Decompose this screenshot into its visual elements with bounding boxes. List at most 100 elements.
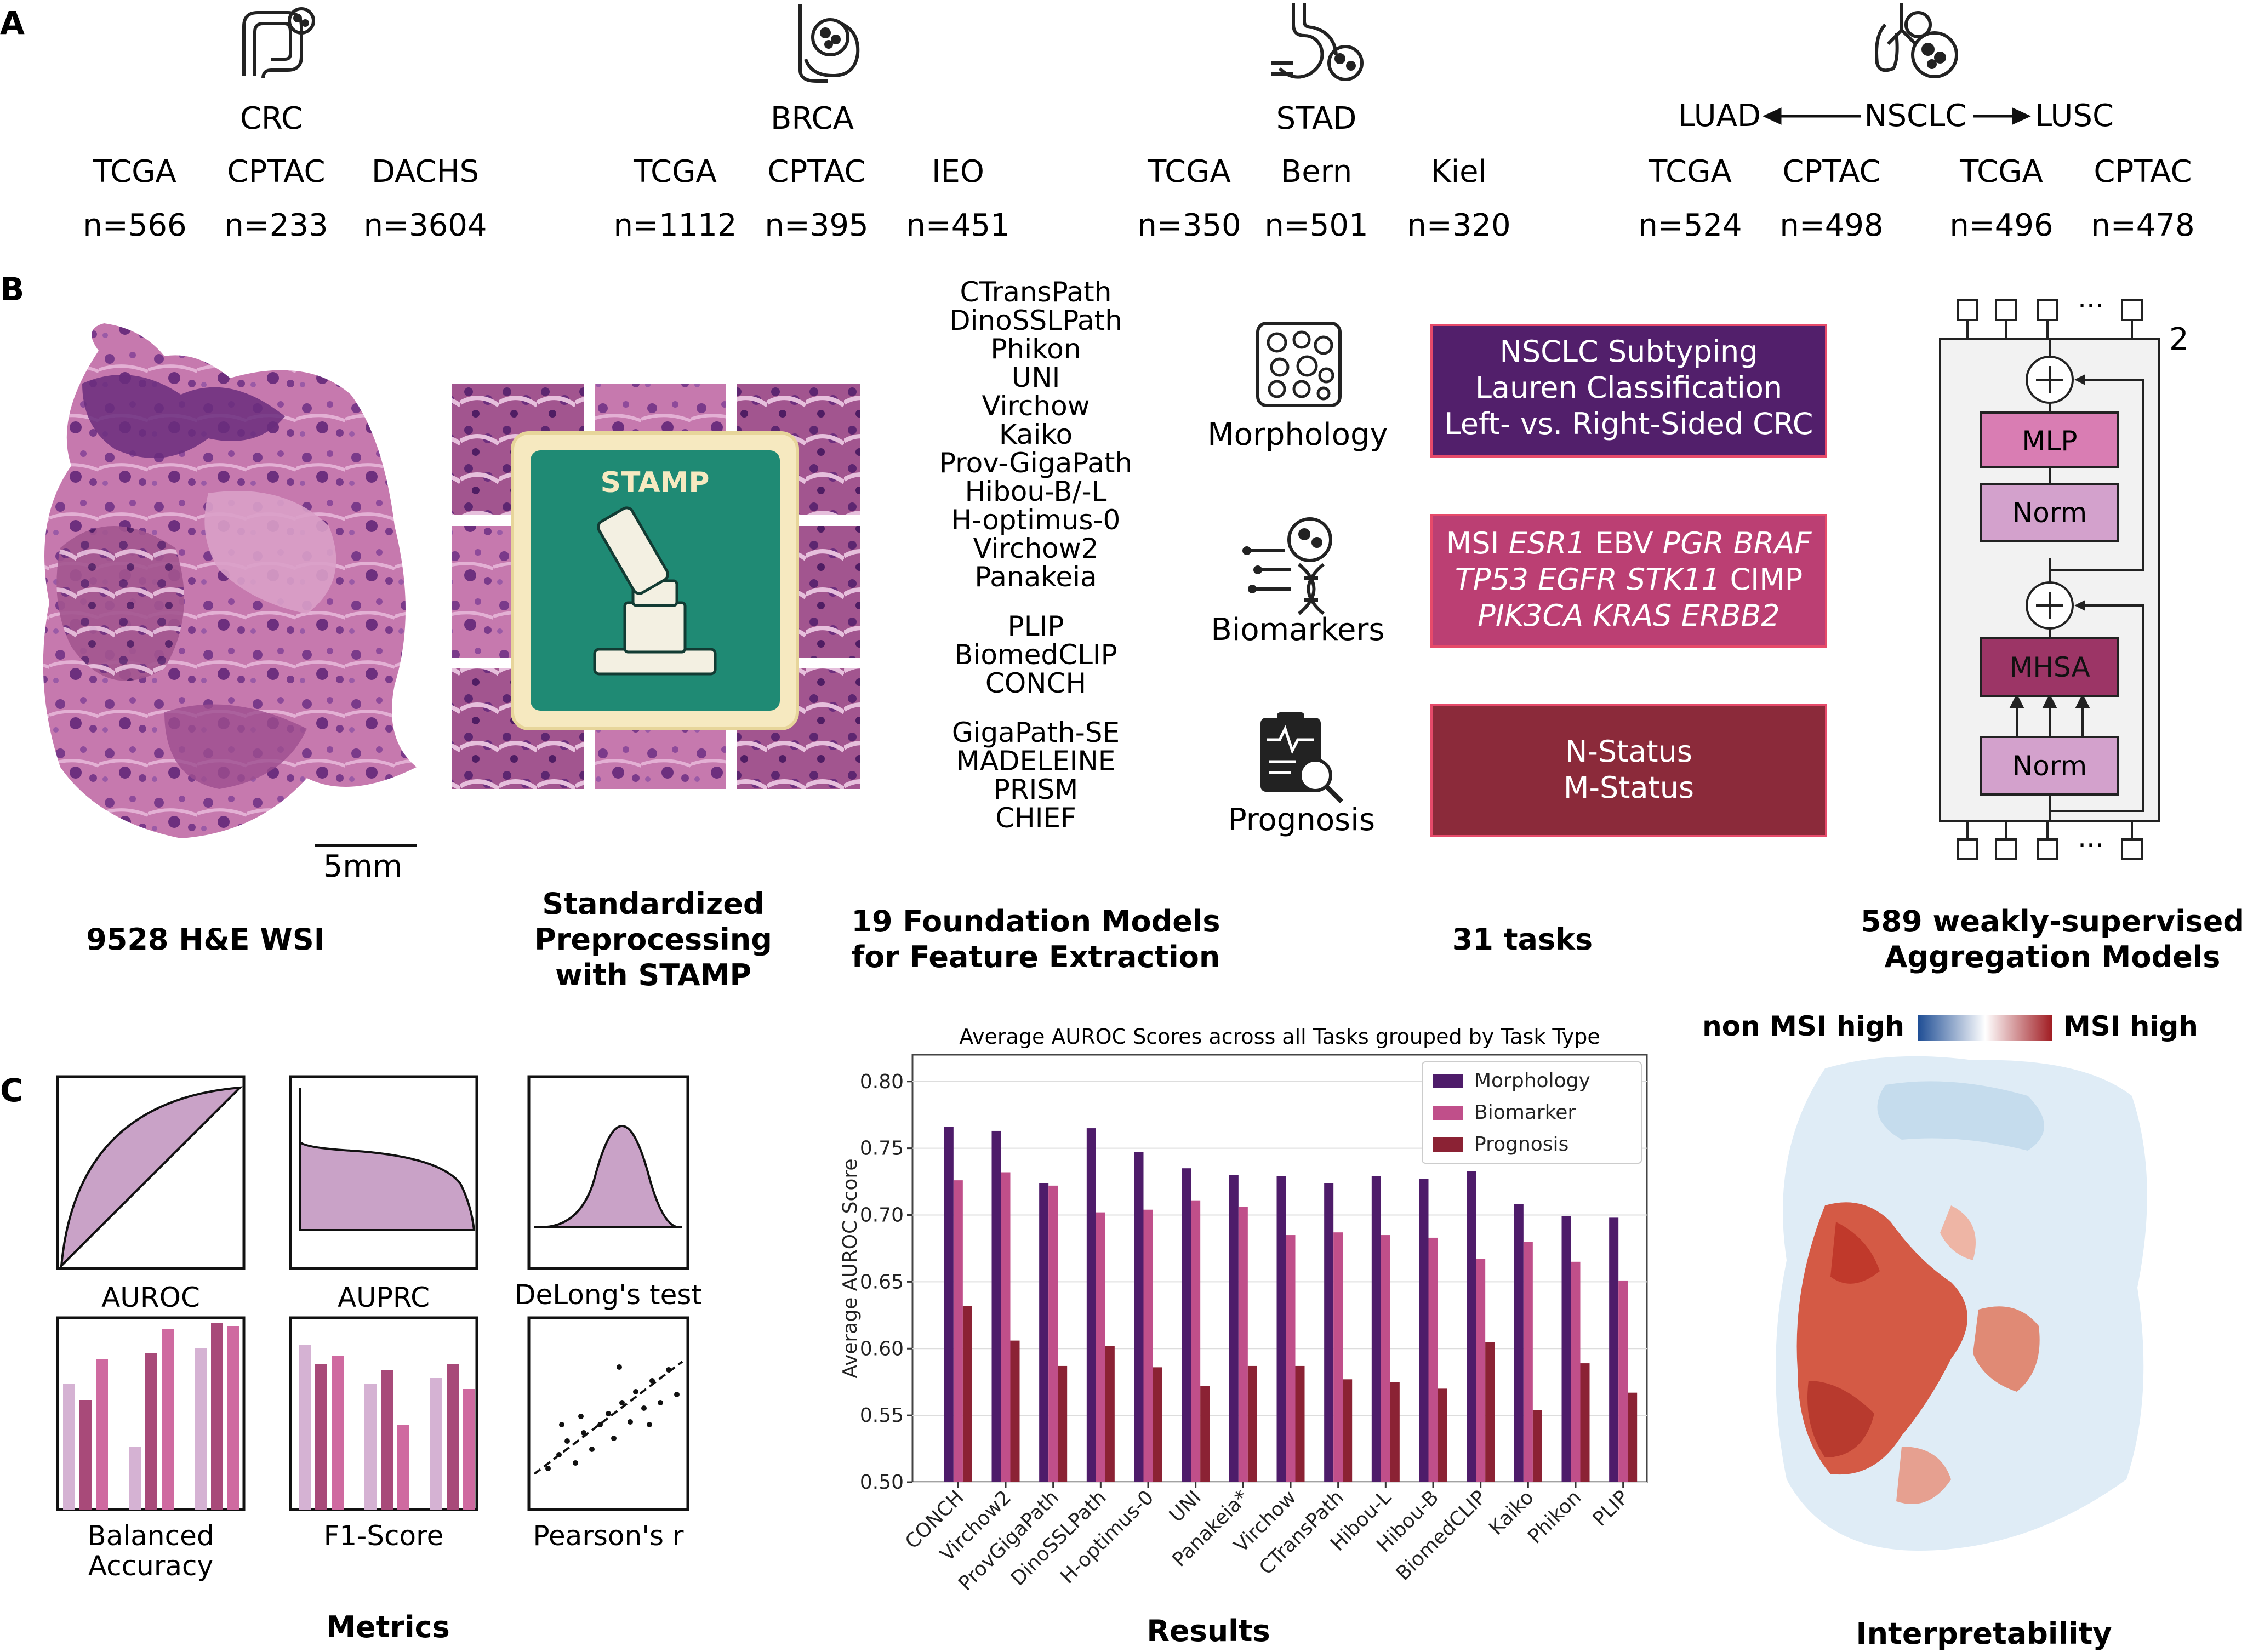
biomarker-name: CIMP [1720,562,1803,597]
site-label: TCGA [633,154,717,190]
bar [1390,1382,1400,1482]
scale-bar-label: 5mm [323,849,403,884]
y-tick-label: 0.50 [860,1471,904,1494]
bar [1419,1179,1429,1482]
bar [1476,1259,1486,1482]
wsi-caption: 9528 H&E WSI [86,922,325,957]
task-type-prognosis: Prognosis [1228,802,1375,838]
foundation-model-name: CHIEF [995,802,1076,834]
legend-label: Morphology [1474,1070,1590,1092]
preproc-caption-line2: Preprocessing [534,922,772,957]
bar [1381,1235,1390,1482]
y-tick-label: 0.55 [860,1404,904,1427]
bar [1286,1235,1296,1482]
bar [1182,1168,1191,1482]
bar [1048,1185,1058,1482]
mlp-label: MLP [2022,425,2077,457]
wsi-image [43,323,417,838]
sample-count: n=478 [2091,208,2194,243]
foundation-model-name: CONCH [985,667,1086,699]
bar [1561,1216,1571,1482]
site-label: TCGA [1648,154,1732,190]
legend-swatch [1433,1137,1463,1152]
nsclc-lusc: LUSC [2035,98,2114,134]
colon-icon [242,7,315,79]
foundation-model-list: CTransPathDinoSSLPathPhikonUNIVirchowKai… [939,276,1132,834]
site-label: CPTAC [2094,154,2192,190]
biomarker-name: TP53 [1455,562,1528,597]
site-label: CPTAC [767,154,865,190]
biomarker-name: PIK3CA [1478,598,1583,633]
legend-label: Prognosis [1474,1133,1568,1156]
site-label: DACHS [372,154,479,190]
colorbar-right-label: MSI high [2063,1010,2198,1042]
morphology-task: Left- vs. Right-Sided CRC [1445,407,1813,441]
y-axis-label: Average AUROC Score [839,1158,862,1378]
bar [1010,1340,1020,1482]
repeat-count: 2 [2169,322,2189,357]
cohort-crc: CRC [240,101,303,136]
metric-f1-thumb [289,1316,478,1511]
auroc-bar-chart: Average AUROC Scores across all Tasks gr… [839,1025,1648,1595]
biomarker-task-line: PIK3CA KRAS ERBB2 [1478,598,1780,633]
foundation-model-name: Virchow2 [973,533,1099,564]
stamp-label: STAMP [601,466,710,499]
bar [1438,1388,1447,1482]
bar [1229,1175,1239,1482]
biomarker-name: EBV [1585,526,1653,561]
metric-label: AUROC [101,1282,200,1313]
biomarker-name: STK11 [1617,562,1721,597]
preproc-caption-line3: with STAMP [555,958,751,992]
sample-count: n=451 [906,208,1009,243]
metric-delong-thumb [527,1075,689,1270]
stamp-logo: STAMP [511,431,799,730]
bar [1609,1217,1619,1482]
foundation-model-name: BiomedCLIP [954,639,1117,671]
bar [944,1127,954,1482]
sample-count: n=233 [224,208,328,243]
bar [1191,1200,1201,1482]
bar [1058,1365,1068,1482]
x-tick-label: PLIP [1589,1486,1633,1530]
bar [1238,1207,1248,1482]
foundation-model-name: Panakeia [974,561,1097,593]
results-caption: Results [1147,1614,1270,1648]
bar [1039,1183,1049,1482]
metric-auroc-thumb [56,1075,246,1270]
biomarker-task-box [1430,514,1827,648]
metric-label-line1: Balanced [87,1520,214,1552]
bar [1295,1365,1305,1482]
clipboard-icon [1260,712,1344,804]
cohort-nsclc: NSCLC [1864,98,1967,134]
prognosis-task: N-Status [1565,734,1692,769]
y-tick-label: 0.65 [860,1271,904,1293]
norm-block [1980,736,2119,796]
output-tokens [1957,299,2143,339]
foundation-model-name: Prov-GigaPath [939,447,1132,479]
site-label: TCGA [1147,154,1231,190]
lung-icon [1875,3,1958,78]
metric-label: DeLong's test [515,1279,702,1311]
foundation-model-name: PRISM [994,774,1079,805]
site-label: CPTAC [1782,154,1880,190]
bar [991,1130,1001,1482]
stomach-icon [1271,3,1364,81]
bar [1247,1365,1257,1482]
bar [1096,1212,1105,1482]
biomarker-name: BRAF [1724,526,1812,561]
nsclc-arrows [1763,107,2031,125]
morphology-task: Lauren Classification [1475,370,1782,405]
legend-swatch [1433,1106,1463,1120]
scale-bar: 5mm [315,844,417,884]
foundation-model-name: Hibou-B/-L [965,476,1107,507]
metrics-caption: Metrics [326,1610,449,1644]
norm-block [1980,483,2119,542]
dna-icon [1242,517,1332,615]
morphology-tissue-icon [1256,322,1342,407]
panel-label-b: B [0,271,24,308]
bar [1523,1242,1533,1482]
legend [1422,1061,1642,1164]
sample-count: n=395 [765,208,868,243]
